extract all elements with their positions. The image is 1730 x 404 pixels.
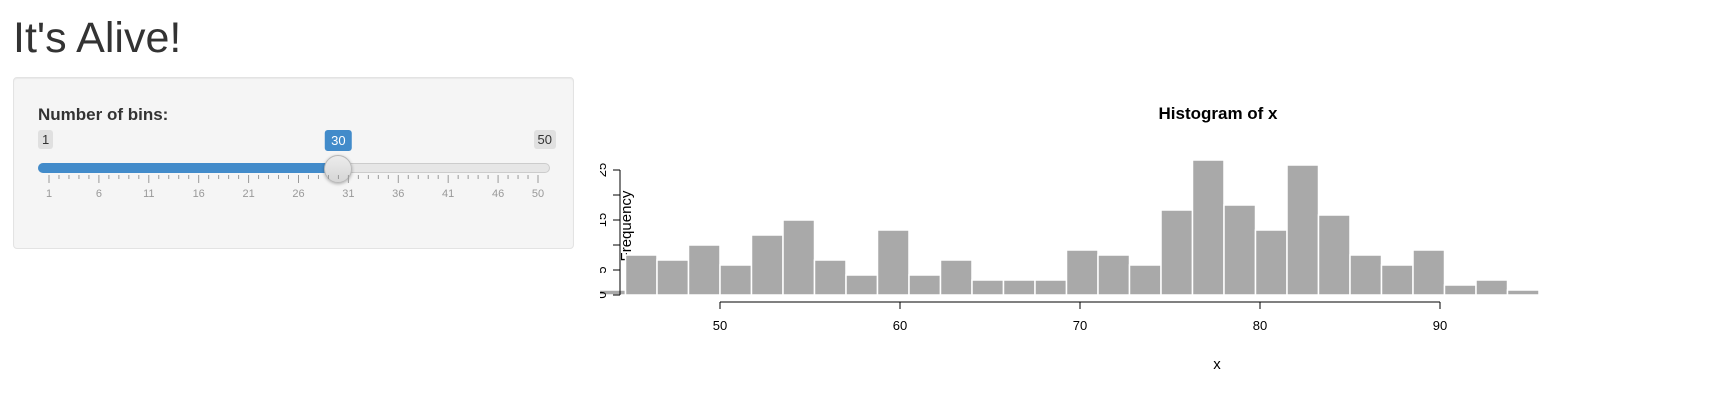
histogram-bar (624, 254, 658, 296)
histogram-bar (908, 274, 942, 296)
histogram-bar (782, 219, 816, 296)
histogram-bar (876, 229, 910, 296)
slider-fill (38, 163, 339, 173)
slider-min-label: 1 (38, 130, 54, 149)
histogram-bar (1475, 279, 1509, 296)
histogram-bar (1034, 279, 1068, 296)
plot-y-axis-label: Frequency (618, 190, 635, 261)
bins-slider[interactable]: 1 50 30 1 6 11 16 21 26 31 36 41 46 50 (38, 130, 558, 220)
slider-tick-label: 11 (143, 188, 154, 200)
y-tick-label: 0 (600, 291, 609, 298)
slider-tick-label: 50 (532, 188, 544, 200)
plot-y-axis: 0 5 15 25 (600, 163, 621, 299)
histogram-bar (1412, 249, 1446, 296)
slider-tick-label: 21 (242, 188, 254, 200)
x-tick-label: 80 (1253, 318, 1267, 333)
x-tick-label: 90 (1433, 318, 1447, 333)
slider-tick-label: 16 (193, 188, 205, 200)
histogram-bar (1097, 254, 1131, 296)
histogram-bar (1065, 249, 1099, 296)
y-tick-label: 25 (600, 163, 609, 177)
histogram-bar (1286, 164, 1320, 296)
histogram-bar (750, 234, 784, 296)
slider-handle[interactable] (324, 155, 353, 183)
histogram-bar (1160, 209, 1194, 296)
histogram-bar (1128, 264, 1162, 296)
plot-x-axis: 50 60 70 80 90 (713, 301, 1447, 333)
slider-value-label: 30 (325, 130, 352, 151)
histogram-bar (939, 259, 973, 296)
histogram-bar (1317, 214, 1351, 296)
page-title: It's Alive! (13, 14, 182, 62)
histogram-bar (1191, 159, 1225, 296)
histogram-bar (656, 259, 690, 296)
slider-tick-label: 41 (442, 188, 454, 200)
histogram-bar (1506, 289, 1540, 296)
slider-tick-label: 26 (292, 188, 304, 200)
histogram-plot: Histogram of x Frequency x 0 5 15 25 50 60 70… (600, 104, 1540, 373)
histogram-bar (1223, 204, 1257, 296)
slider-tick-label: 36 (392, 188, 404, 200)
histogram-bar (813, 259, 847, 296)
y-tick-label: 15 (600, 213, 609, 227)
x-tick-label: 70 (1073, 318, 1087, 333)
x-tick-label: 50 (713, 318, 727, 333)
histogram-bar (1349, 254, 1383, 296)
slider-grid: 1 6 11 16 21 26 31 36 41 46 50 (46, 175, 544, 200)
histogram-bar (687, 244, 721, 296)
slider-tick-label: 31 (342, 188, 354, 200)
histogram-bar (719, 264, 753, 296)
plot-x-axis-label: x (1213, 356, 1221, 373)
histogram-bar (845, 274, 879, 296)
plot-title: Histogram of x (1158, 104, 1278, 123)
histogram-bar (1380, 264, 1414, 296)
histogram-bar (971, 279, 1005, 296)
slider-tick-label: 6 (96, 188, 102, 200)
slider-tick-label: 46 (492, 188, 504, 200)
slider-tick-label: 1 (46, 188, 52, 200)
x-tick-label: 60 (893, 318, 907, 333)
histogram-bar (1254, 229, 1288, 296)
y-tick-label: 5 (600, 266, 609, 273)
histogram-bars (600, 159, 1540, 296)
histogram-bar (1443, 284, 1477, 296)
bins-label: Number of bins: (38, 105, 169, 124)
slider-max-label: 50 (533, 130, 556, 149)
histogram-bar (1002, 279, 1036, 296)
sidebar-panel: Number of bins: 1 50 30 1 6 11 16 21 26 31 36 41… (13, 77, 574, 249)
